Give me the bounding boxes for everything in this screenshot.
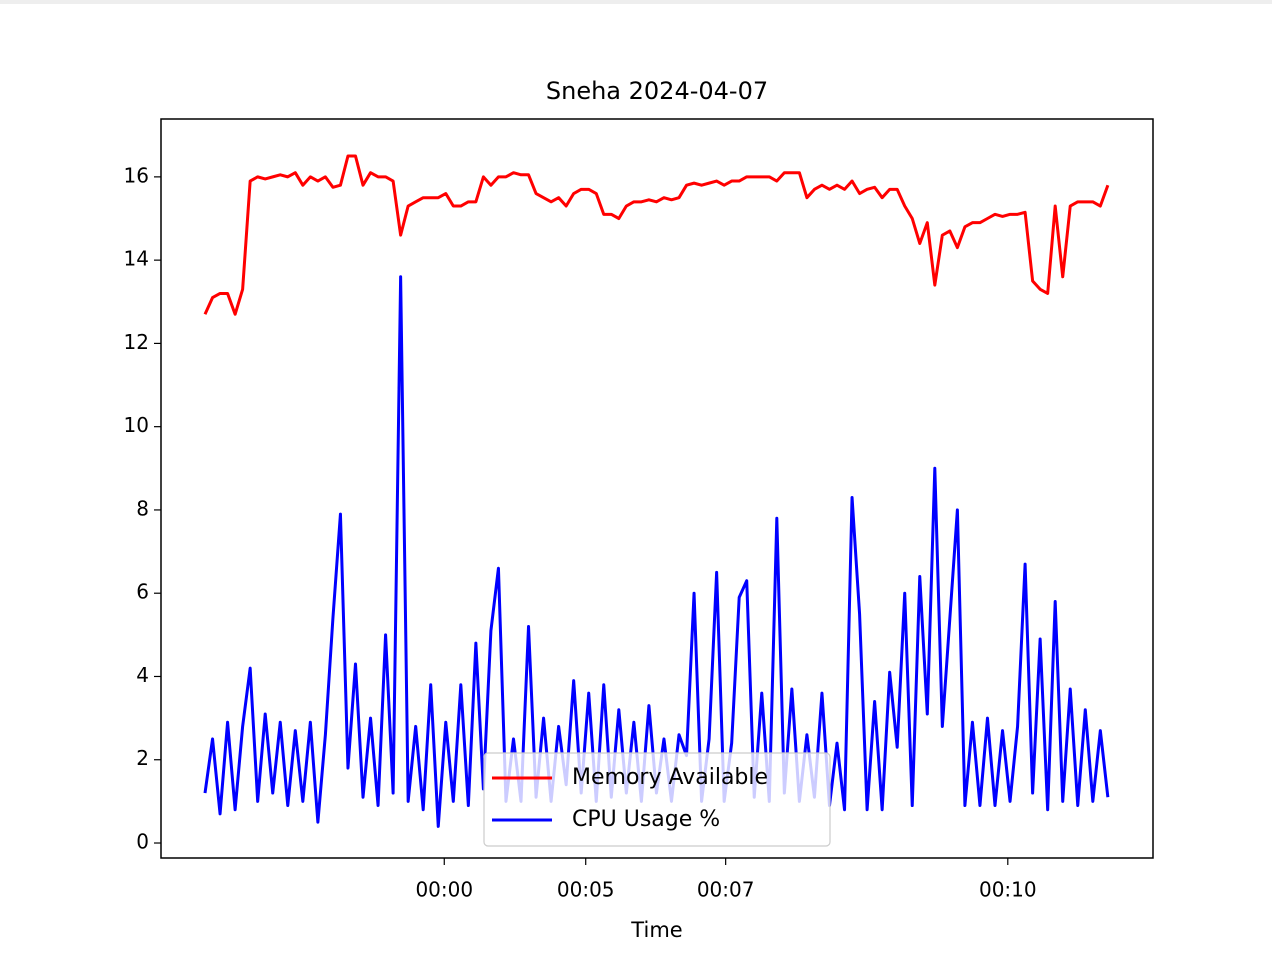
- y-tick-label: 14: [124, 247, 149, 271]
- y-tick-label: 2: [136, 746, 149, 770]
- line-series: [203, 154, 1110, 316]
- x-tick-label: 00:07: [697, 878, 755, 902]
- axes-frame: [160, 118, 1154, 859]
- legend-label: Memory Available: [572, 765, 768, 790]
- line-series: [203, 275, 1110, 828]
- chart-title: Sneha 2024-04-07: [546, 77, 768, 105]
- y-tick-label: 12: [124, 330, 149, 354]
- window-edge: [0, 0, 1272, 4]
- x-axis-label: Time: [630, 918, 682, 942]
- x-tick-label: 00:00: [415, 878, 473, 902]
- y-tick-label: 6: [136, 580, 149, 604]
- legend-label: CPU Usage %: [572, 807, 720, 832]
- x-tick-label: 00:05: [557, 878, 615, 902]
- y-tick-label: 0: [136, 830, 149, 854]
- y-tick-label: 4: [136, 663, 149, 687]
- y-tick-label: 16: [124, 163, 149, 187]
- y-tick-label: 10: [124, 413, 149, 437]
- x-tick-label: 00:10: [979, 878, 1037, 902]
- legend-box: [483, 752, 831, 847]
- y-tick-label: 8: [136, 496, 149, 520]
